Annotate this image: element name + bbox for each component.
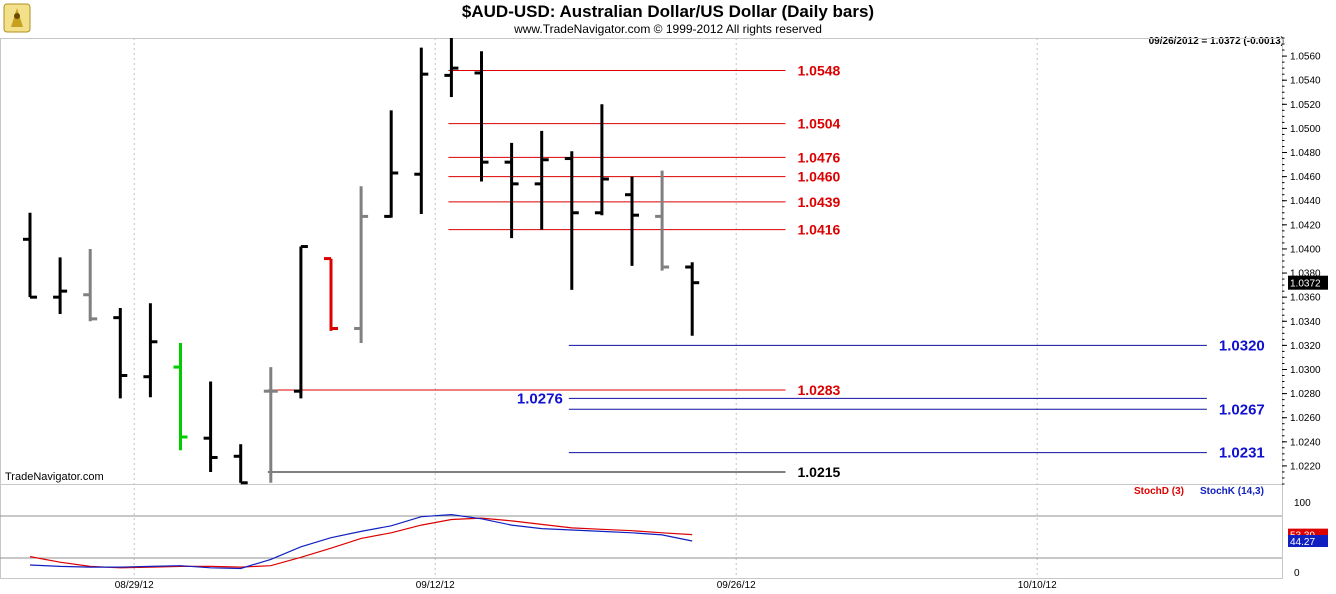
watermark: TradeNavigator.com [5, 471, 104, 483]
price-readout: 09/26/2012 = 1.0372 (-0.0013) [1148, 36, 1284, 47]
stoch-series-line [29, 513, 693, 570]
x-tick-label: 10/10/12 [1018, 580, 1057, 591]
price-panel-frame [0, 38, 1283, 485]
y-tick-label: 1.0340 [1290, 317, 1321, 328]
trade-navigator-logo-icon [3, 3, 31, 33]
y-tick-label: 1.0380 [1290, 269, 1321, 280]
level-label: 1.0283 [798, 382, 841, 398]
y-tick-label: 1.0360 [1290, 293, 1321, 304]
level-label: 1.0416 [798, 222, 841, 238]
level-label: 1.0320 [1219, 337, 1265, 354]
y-tick-label: 1.0300 [1290, 365, 1321, 376]
legend-stochd: StochD (3) [1134, 486, 1184, 497]
y-tick-label: 1.0400 [1290, 244, 1321, 255]
stoch-y-tick-label: 100 [1294, 498, 1311, 509]
y-tick-label: 1.0460 [1290, 172, 1321, 183]
x-tick-label: 09/12/12 [416, 580, 455, 591]
y-tick-label: 1.0420 [1290, 220, 1321, 231]
stoch-series-line [29, 517, 693, 569]
level-label: 1.0476 [798, 149, 841, 165]
level-label: 1.0215 [798, 464, 841, 480]
y-tick-label: 1.0560 [1290, 52, 1321, 63]
y-tick-label: 1.0260 [1290, 413, 1321, 424]
y-tick-label: 1.0540 [1290, 76, 1321, 87]
stoch-value-box [1288, 535, 1328, 548]
level-label: 1.0439 [798, 194, 841, 210]
last-price-label: 1.0372 [1290, 279, 1321, 290]
last-price-box [1288, 275, 1328, 290]
level-label: 1.0276 [517, 390, 563, 407]
y-tick-label: 1.0440 [1290, 196, 1321, 207]
chart-subtitle: www.TradeNavigator.com © 1999-2012 All r… [514, 22, 822, 36]
level-label: 1.0460 [798, 169, 841, 185]
y-tick-label: 1.0220 [1290, 461, 1321, 472]
y-tick-label: 1.0500 [1290, 124, 1321, 135]
chart-title: $AUD-USD: Australian Dollar/US Dollar (D… [461, 2, 875, 21]
legend-stochk: StochK (14,3) [1200, 486, 1264, 497]
stoch-value-label: 44.27 [1290, 537, 1315, 548]
level-label: 1.0548 [798, 63, 841, 79]
y-tick-label: 1.0320 [1290, 341, 1321, 352]
y-tick-label: 1.0280 [1290, 389, 1321, 400]
stoch-panel-frame [0, 484, 1283, 579]
y-tick-label: 1.0520 [1290, 100, 1321, 111]
x-tick-label: 09/26/12 [717, 580, 756, 591]
stoch-y-tick-label: 0 [1294, 568, 1300, 579]
level-label: 1.0504 [798, 116, 841, 132]
level-label: 1.0231 [1219, 445, 1265, 462]
y-tick-label: 1.0240 [1290, 437, 1321, 448]
x-tick-label: 08/29/12 [115, 580, 154, 591]
y-tick-label: 1.0480 [1290, 148, 1321, 159]
level-label: 1.0267 [1219, 401, 1265, 418]
